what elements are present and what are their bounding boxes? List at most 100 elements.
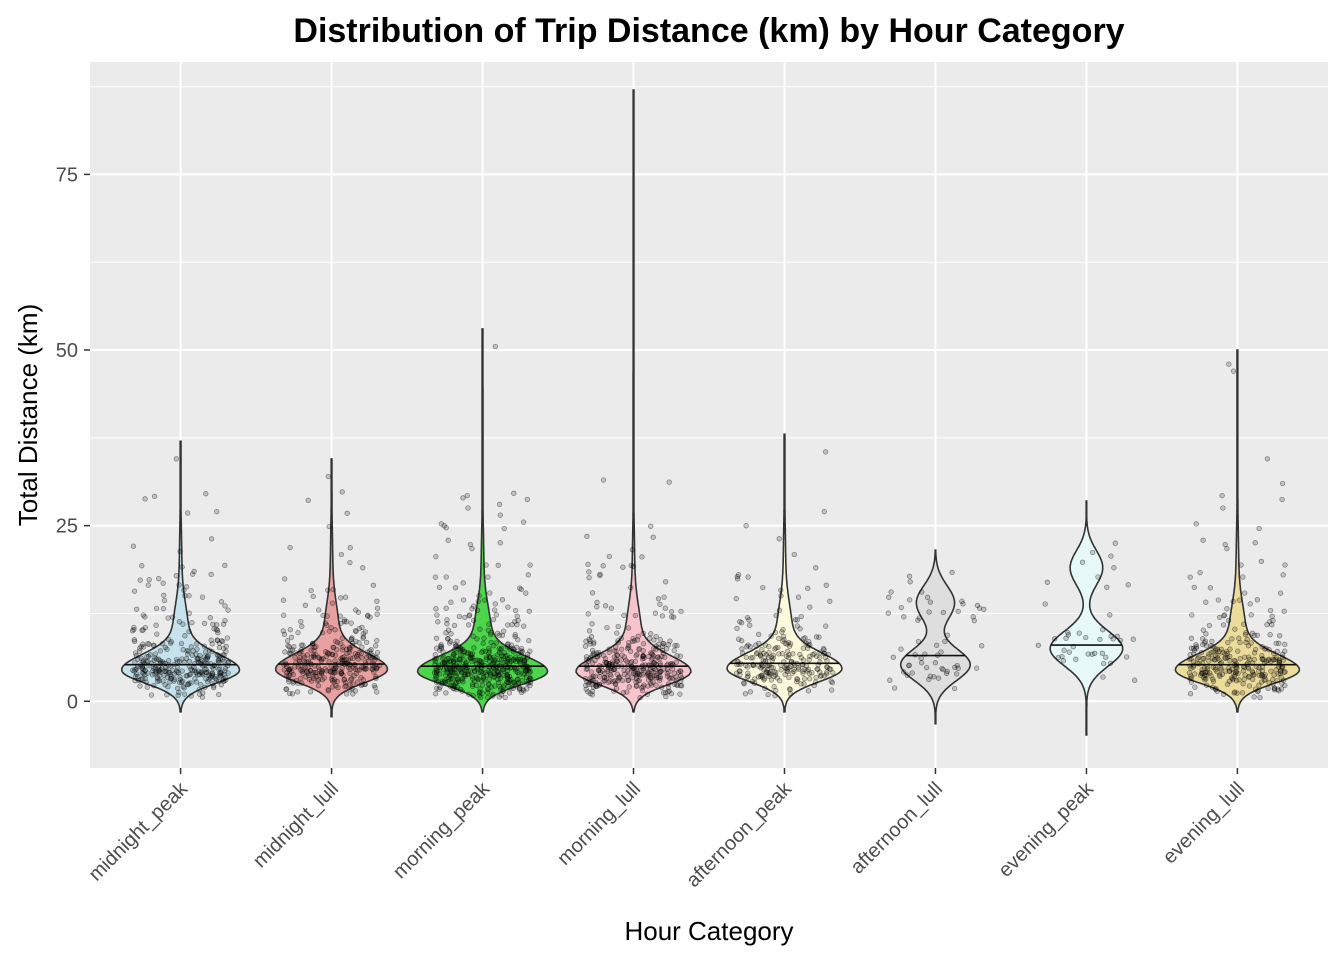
jitter-point bbox=[176, 582, 182, 588]
jitter-point bbox=[520, 654, 527, 661]
jitter-point bbox=[602, 670, 608, 676]
jitter-point bbox=[650, 664, 656, 671]
jitter-point bbox=[1279, 680, 1285, 686]
jitter-point bbox=[158, 659, 164, 665]
jitter-point bbox=[450, 676, 456, 682]
jitter-point bbox=[496, 673, 502, 679]
jitter-point bbox=[332, 665, 339, 671]
jitter-point bbox=[305, 665, 311, 671]
jitter-point bbox=[629, 663, 635, 669]
jitter-point bbox=[657, 677, 663, 684]
jitter-point bbox=[195, 668, 202, 674]
jitter-point bbox=[1232, 626, 1238, 632]
jitter-point bbox=[497, 540, 503, 546]
jitter-point bbox=[1235, 648, 1241, 654]
jitter-point bbox=[792, 616, 799, 623]
jitter-point bbox=[484, 690, 491, 696]
jitter-point bbox=[488, 630, 494, 636]
jitter-point bbox=[465, 622, 472, 628]
jitter-point bbox=[160, 605, 167, 612]
jitter-point bbox=[358, 682, 364, 689]
jitter-point bbox=[147, 652, 153, 658]
jitter-point bbox=[584, 663, 590, 669]
jitter-point bbox=[214, 637, 221, 643]
jitter-point bbox=[633, 679, 639, 685]
jitter-point bbox=[506, 677, 513, 683]
jitter-point bbox=[499, 632, 506, 638]
jitter-point bbox=[659, 647, 666, 654]
jitter-point bbox=[601, 653, 607, 659]
jitter-point bbox=[311, 673, 317, 679]
jitter-point bbox=[222, 617, 228, 624]
jitter-point bbox=[495, 669, 502, 675]
jitter-point bbox=[465, 671, 472, 677]
jitter-point bbox=[203, 669, 210, 676]
jitter-point bbox=[668, 675, 674, 681]
jitter-point bbox=[373, 666, 380, 672]
jitter-point bbox=[1097, 636, 1103, 643]
jitter-point bbox=[469, 673, 475, 680]
jitter-point bbox=[452, 670, 458, 676]
jitter-point bbox=[524, 680, 530, 686]
jitter-point bbox=[591, 650, 597, 656]
jitter-point bbox=[433, 553, 439, 560]
jitter-point bbox=[140, 612, 146, 618]
jitter-point bbox=[471, 665, 477, 671]
jitter-point bbox=[507, 654, 513, 661]
jitter-point bbox=[456, 657, 462, 663]
jitter-point bbox=[596, 668, 602, 674]
jitter-point bbox=[132, 659, 138, 666]
jitter-point bbox=[343, 680, 349, 686]
jitter-point bbox=[526, 608, 532, 614]
jitter-point bbox=[357, 667, 363, 673]
jitter-point bbox=[1218, 665, 1224, 671]
jitter-point bbox=[193, 651, 199, 657]
jitter-point bbox=[444, 669, 450, 676]
jitter-point bbox=[627, 660, 633, 666]
jitter-point bbox=[591, 641, 597, 647]
jitter-point bbox=[520, 664, 527, 670]
jitter-point bbox=[631, 665, 637, 672]
jitter-point bbox=[202, 649, 209, 655]
jitter-point bbox=[736, 668, 743, 674]
jitter-point bbox=[302, 661, 308, 667]
jitter-point bbox=[1200, 636, 1206, 642]
jitter-point bbox=[668, 661, 674, 667]
jitter-point bbox=[311, 653, 317, 659]
jitter-point bbox=[334, 639, 341, 646]
jitter-point bbox=[1035, 642, 1041, 648]
jitter-point bbox=[923, 664, 930, 671]
jitter-point bbox=[179, 656, 185, 662]
jitter-point bbox=[594, 681, 600, 687]
jitter-point bbox=[339, 489, 345, 495]
jitter-point bbox=[513, 665, 519, 671]
jitter-point bbox=[628, 584, 634, 591]
jitter-point bbox=[589, 681, 595, 688]
jitter-point bbox=[635, 633, 641, 639]
jitter-point bbox=[1241, 663, 1247, 670]
jitter-point bbox=[824, 664, 830, 671]
jitter-point bbox=[462, 671, 468, 677]
jitter-point bbox=[491, 665, 497, 672]
jitter-point bbox=[822, 449, 829, 455]
jitter-point bbox=[198, 681, 204, 688]
jitter-point bbox=[661, 666, 667, 672]
jitter-point bbox=[154, 678, 161, 684]
jitter-point bbox=[514, 622, 520, 628]
jitter-point bbox=[301, 653, 307, 659]
jitter-point bbox=[501, 659, 507, 665]
jitter-point bbox=[677, 668, 683, 674]
violin-morning_peak bbox=[416, 328, 549, 713]
jitter-point bbox=[178, 640, 185, 647]
jitter-point bbox=[343, 619, 350, 625]
jitter-point bbox=[444, 621, 450, 627]
jitter-point bbox=[649, 651, 656, 657]
jitter-point bbox=[806, 657, 812, 663]
jitter-point bbox=[369, 655, 376, 661]
jitter-point bbox=[200, 690, 206, 696]
jitter-point bbox=[636, 646, 642, 653]
jitter-point bbox=[615, 639, 621, 646]
jitter-point bbox=[325, 651, 331, 657]
jitter-point bbox=[790, 651, 796, 657]
jitter-point bbox=[212, 675, 219, 682]
